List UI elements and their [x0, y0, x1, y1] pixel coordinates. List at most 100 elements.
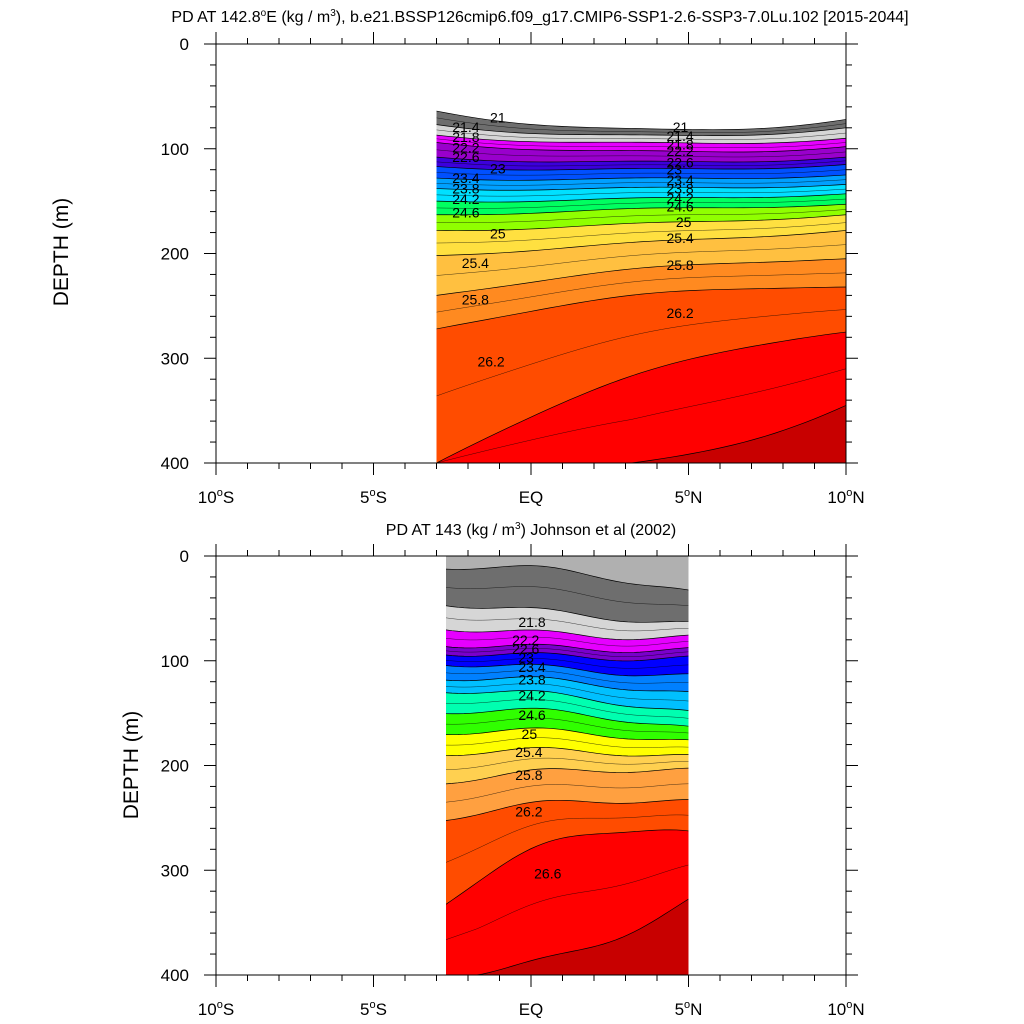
panel-bottom-contour-line: [445, 690, 689, 711]
panel-bottom-contour-line: [445, 727, 689, 741]
panel-bottom-contour-label: 25.8: [515, 767, 542, 783]
panel-top-contour-line: [436, 286, 846, 330]
panel-top-y-axis-label: DEPTH (m): [50, 198, 73, 307]
panel-bottom-contour-label: 24.2: [518, 687, 545, 703]
panel-top-contour-line: [436, 272, 846, 313]
panel-top-contour-line: [436, 214, 846, 231]
panel-bottom-y-tick-label: 400: [161, 966, 189, 985]
panel-top-contour-label: 25: [676, 214, 692, 230]
panel-bottom-contour-line: [445, 767, 689, 785]
panel-bottom-contour-line: [445, 757, 689, 770]
panel-top-contour-line: [436, 198, 846, 209]
panel-bottom-contour-line: [445, 676, 689, 692]
panel-top-contour-line: [436, 174, 846, 181]
panel-bottom-contour-line: [445, 707, 689, 727]
panel-top-contour-line: [436, 110, 846, 131]
panel-bottom-contour-line: [445, 717, 689, 734]
panel-bottom-contour-line: [445, 783, 689, 803]
panel-bottom-contour-line: [445, 652, 689, 662]
panel-top-contour-label: 24.6: [452, 205, 479, 221]
panel-top-contour-line: [436, 138, 846, 149]
panel-bottom-contour-line: [445, 636, 689, 647]
panel-top-x-tick-label: 5oS: [360, 487, 387, 507]
panel-bottom-contour-line: [445, 617, 689, 632]
panel-top-x-tick-label: 10oN: [827, 487, 864, 507]
panel-top-contour-line: [436, 156, 846, 163]
panel-top-contour-line: [436, 164, 846, 171]
panel-top-contour-line: [436, 309, 846, 397]
panel-top-x-tick-label: EQ: [519, 488, 544, 507]
panel-bottom-contour-line: [445, 586, 689, 606]
panel-top-contour-line: [436, 188, 846, 197]
panel-top-contour-label: 23: [666, 162, 682, 178]
panel-bottom-contour-label: 21.8: [518, 614, 545, 630]
panel-top-contour-label: 23.4: [666, 172, 693, 188]
panel-top-contour-line: [436, 331, 846, 463]
panel-top-contour-label: 26.2: [477, 353, 504, 369]
panel-top-contour-line: [436, 149, 846, 158]
panel-bottom-contour-line: [445, 683, 689, 702]
panel-top-contour-label: 23: [490, 161, 506, 177]
panel-top-contour-fills: [436, 44, 846, 463]
panel-top-x-tick-label: 10oS: [198, 487, 234, 507]
panel-bottom-contour-label: 26.6: [534, 865, 561, 881]
panel-top-contour-band: [436, 405, 846, 463]
panel-top-contour-line: [436, 117, 846, 133]
panel-top-contour-label: 22.6: [666, 154, 693, 170]
panel-top-contour-label: 24.6: [666, 198, 693, 214]
panel-bottom-contour-band: [445, 899, 689, 975]
panel-top-contour-label: 25: [490, 226, 506, 242]
panel-top-contour-label: 25.8: [666, 257, 693, 273]
panel-top-y-tick-label: 200: [161, 245, 189, 264]
panel-bottom-contour-line: [445, 747, 689, 757]
panel-bottom: PD AT 143 (kg / m3) Johnson et al (2002)…: [120, 521, 865, 1019]
panel-top-contour-label: 25.4: [462, 255, 489, 271]
panel-bottom-contour-label: 25.4: [515, 744, 542, 760]
panel-bottom-y-tick-label: 100: [161, 652, 189, 671]
panel-bottom-title: PD AT 143 (kg / m3) Johnson et al (2002): [386, 521, 676, 539]
panel-top-contour-label: 21.8: [452, 129, 479, 145]
panel-top-y-tick-label: 0: [180, 35, 189, 54]
panel-top-contour-label: 24.2: [666, 190, 693, 206]
panel-top-y-tick-label: 400: [161, 454, 189, 473]
panel-top-contour-line: [436, 142, 846, 153]
panel-top-y-tick-label: 300: [161, 349, 189, 368]
panel-bottom-contour-line: [445, 799, 689, 821]
panel-top-contour-line: [436, 184, 846, 191]
panel-bottom-contour-line: [445, 814, 689, 863]
panel-top-contour-label: 21.4: [666, 128, 693, 144]
panel-top-contour-label: 24.2: [452, 191, 479, 207]
panel-top-contour-line: [436, 169, 846, 176]
panel-top-contour-label: 23.8: [452, 181, 479, 197]
panel-bottom-y-axis-label: DEPTH (m): [120, 711, 143, 820]
panel-bottom-contour-line: [445, 829, 689, 905]
panel-top-contour-label: 23.4: [452, 170, 479, 186]
panel-bottom-x-tick-label: 5oN: [675, 999, 703, 1019]
panel-top-contour-line: [436, 405, 846, 463]
panel-top-contour-label: 21: [673, 119, 689, 135]
panel-top-contour-line: [436, 203, 846, 216]
panel-top-contour-label: 21.8: [666, 137, 693, 153]
panel-bottom-contour-fills: [445, 556, 689, 975]
panel-bottom-contour-line: [445, 699, 689, 719]
panel-bottom-x-tick-label: EQ: [519, 1000, 544, 1019]
panel-bottom-contour-line: [445, 629, 689, 641]
panel-bottom-contour-label: 22.6: [512, 641, 539, 657]
panel-top-contour-line: [436, 244, 846, 276]
panel-top-contour-line: [436, 222, 846, 244]
panel-top-contour-label: 22.2: [666, 143, 693, 159]
panel-bottom-x-tick-label: 10oN: [827, 999, 864, 1019]
panel-top-contour-label: 21: [490, 109, 506, 125]
panel-top-contour-label: 23.8: [666, 181, 693, 197]
panel-bottom-contour-label: 25: [522, 726, 538, 742]
panel-top-contour-line: [436, 230, 846, 256]
panel-top-contour-label: 22.2: [452, 140, 479, 156]
panel-bottom-contour-line: [445, 864, 689, 940]
panel-top-contour-label: 25.8: [462, 292, 489, 308]
panel-top-contour-line: [436, 258, 846, 296]
panel-bottom-contour-label: 26.2: [515, 804, 542, 820]
panel-bottom-contour-label: 23.8: [518, 672, 545, 688]
panel-top: PD AT 142.8oE (kg / m3), b.e21.BSSP126cm…: [50, 8, 909, 507]
panel-top-contour-line: [436, 193, 846, 203]
